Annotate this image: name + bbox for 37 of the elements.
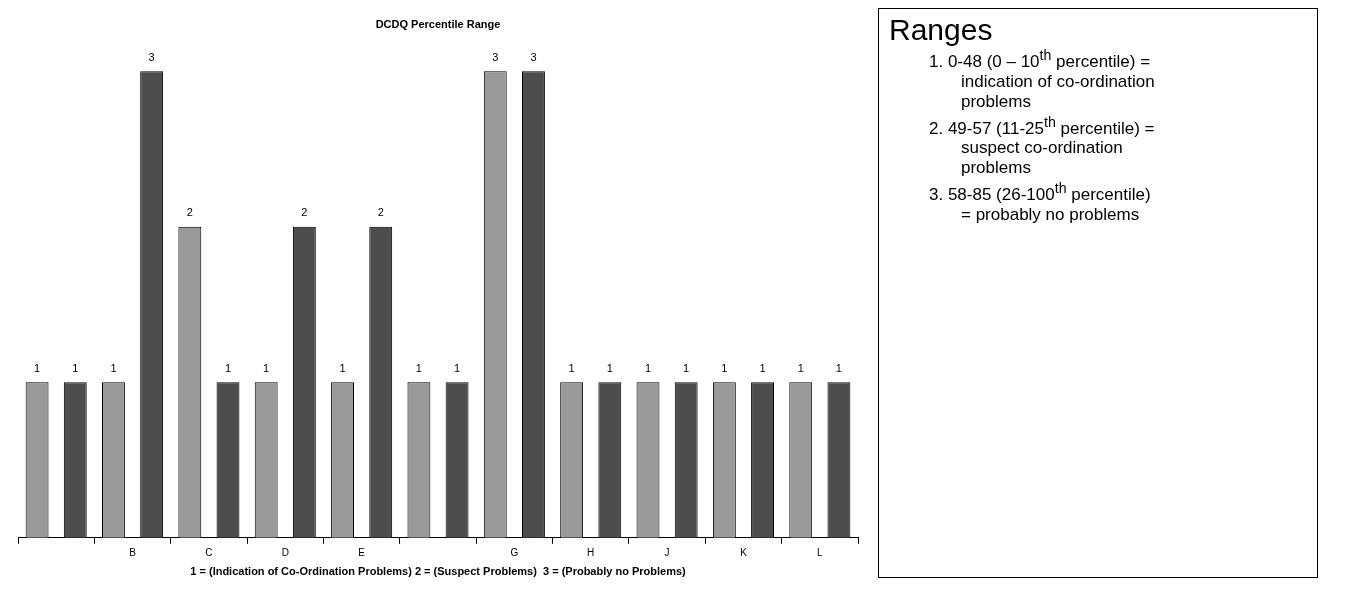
x-tick-label: E <box>358 546 366 558</box>
data-label: 2 <box>186 206 193 219</box>
data-label: 1 <box>568 361 575 374</box>
x-tick-label: D <box>281 546 289 558</box>
data-label: 1 <box>34 361 41 374</box>
data-label: 1 <box>644 361 652 374</box>
data-label: 1 <box>835 361 842 374</box>
data-label: 1 <box>683 361 690 374</box>
data-label: 1 <box>454 361 461 374</box>
x-tick-label: G <box>510 546 519 558</box>
text: 3. 58-85 (26-100$^{th}$ percentile) = probably no problems <box>928 179 1152 225</box>
data-label: 1 <box>110 361 117 374</box>
x-tick-label: B <box>129 546 137 558</box>
x-axis-title: 1 = (Indication of Co-Ordination Problems) 2 = (Suspect Problems) 3 = (Probably no Problems) <box>190 565 687 578</box>
x-tick-label: K <box>740 546 748 558</box>
data-label: 1 <box>263 361 270 374</box>
data-label: 1 <box>224 361 232 374</box>
data-label: 1 <box>759 361 766 374</box>
data-label: 3 <box>530 50 537 63</box>
data-label: 1 <box>415 361 422 374</box>
chart-title: DCDQ Percentile Range <box>375 17 501 30</box>
x-tick-label: H <box>587 546 595 558</box>
data-label: 1 <box>606 361 613 374</box>
text: 1. 0-48 (0 – 10$^{th}$ percentile) = indication of co-ordination problems <box>928 46 1156 112</box>
data-label: 2 <box>301 206 308 219</box>
data-label: 3 <box>148 50 155 63</box>
x-tick-label: J <box>664 546 670 558</box>
x-tick-label: L <box>817 546 824 558</box>
data-label: 2 <box>377 206 384 219</box>
data-label: 1 <box>721 361 728 374</box>
data-label: 1 <box>797 361 804 374</box>
text: Ranges <box>889 13 994 46</box>
data-label: 1 <box>339 361 346 374</box>
data-label: 3 <box>492 50 499 63</box>
data-label: 1 <box>72 361 79 374</box>
text: 2. 49-57 (11-25$^{th}$ percentile) = suspect co-ordination problems <box>928 112 1156 179</box>
x-tick-label: C <box>205 546 213 558</box>
